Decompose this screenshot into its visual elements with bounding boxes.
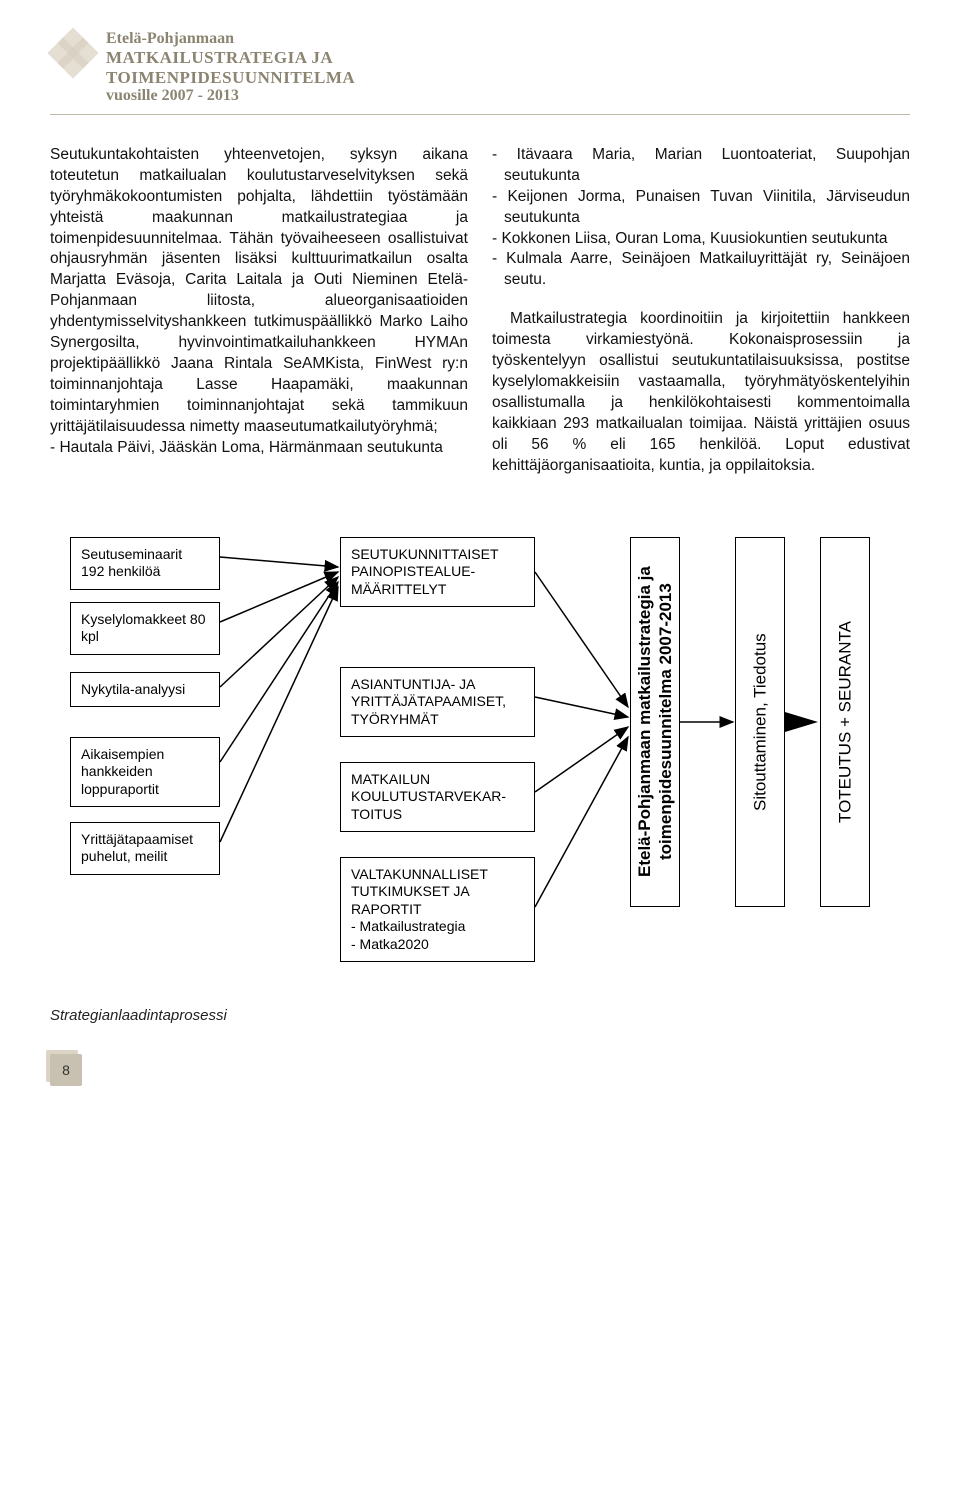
header-line2: MATKAILUSTRATEGIA JA: [106, 48, 355, 68]
vtext-toteutus: TOTEUTUS + SEURANTA: [831, 546, 859, 898]
page-header: Etelä-Pohjanmaan MATKAILUSTRATEGIA JA TO…: [50, 30, 910, 115]
flow-box-seutuseminaarit: Seutuseminaarit 192 henkilöä: [70, 537, 220, 590]
body-columns: Seutukuntakohtaisten yhteenvetojen, syks…: [50, 145, 910, 477]
list-item: Itävaara Maria, Marian Luontoateriat, Su…: [492, 145, 910, 187]
page-number: 8: [50, 1054, 82, 1086]
vtext-strategia: Etelä-Pohjanmaan matkailustrategia ja to…: [641, 546, 669, 898]
flow-box-strategia: Etelä-Pohjanmaan matkailustrategia ja to…: [630, 537, 680, 907]
flow-box-aikaisempien: Aikaisempien hankkeiden loppuraportit: [70, 737, 220, 808]
flow-box-valtakunnalliset: VALTAKUNNALLISET TUTKIMUKSET JA RAPORTIT…: [340, 857, 535, 963]
flow-box-yrittajatapaamiset: Yrittäjätapaamiset puhelut, meilit: [70, 822, 220, 875]
left-paragraph: Seutukuntakohtaisten yhteenvetojen, syks…: [50, 145, 468, 438]
flow-box-nykytila: Nykytila-analyysi: [70, 672, 220, 708]
left-column: Seutukuntakohtaisten yhteenvetojen, syks…: [50, 145, 468, 477]
header-line4: vuosille 2007 - 2013: [106, 87, 355, 105]
vtext-sitouttaminen: Sitouttaminen, Tiedotus: [746, 546, 774, 898]
right-list: Itävaara Maria, Marian Luontoateriat, Su…: [492, 145, 910, 291]
flow-box-toteutus: TOTEUTUS + SEURANTA: [820, 537, 870, 907]
right-column: Itävaara Maria, Marian Luontoateriat, Su…: [492, 145, 910, 477]
right-paragraph: Matkailustrategia koordinoitiin ja kirjo…: [492, 309, 910, 476]
list-item: Keijonen Jorma, Punaisen Tuvan Viinitila…: [492, 187, 910, 229]
header-line3: TOIMENPIDESUUNNITELMA: [106, 68, 355, 88]
list-item: Hautala Päivi, Jääskän Loma, Härmänmaan …: [50, 438, 468, 459]
header-text-block: Etelä-Pohjanmaan MATKAILUSTRATEGIA JA TO…: [106, 30, 355, 106]
flow-box-asiantuntija: ASIANTUNTIJA- JA YRITTÄJÄTAPAAMISET, TYÖ…: [340, 667, 535, 738]
flow-box-kyselylomakkeet: Kyselylomakkeet 80 kpl: [70, 602, 220, 655]
flowchart-caption: Strategianlaadintaprosessi: [50, 1007, 910, 1024]
flow-box-seutukunnittaiset: SEUTUKUNNITTAISET PAINOPISTEALUE-MÄÄRITT…: [340, 537, 535, 608]
flow-box-matkailun: MATKAILUN KOULUTUSTARVEKAR-TOITUS: [340, 762, 535, 833]
logo-diamonds: [50, 30, 96, 76]
flow-box-sitouttaminen: Sitouttaminen, Tiedotus: [735, 537, 785, 907]
header-line1: Etelä-Pohjanmaan: [106, 30, 355, 48]
list-item: Kulmala Aarre, Seinäjoen Matkailuyrittäj…: [492, 249, 910, 291]
list-item: Kokkonen Liisa, Ouran Loma, Kuusiokuntie…: [492, 229, 910, 250]
flowchart: Seutuseminaarit 192 henkilöä Kyselylomak…: [50, 537, 910, 997]
left-list: Hautala Päivi, Jääskän Loma, Härmänmaan …: [50, 438, 468, 459]
